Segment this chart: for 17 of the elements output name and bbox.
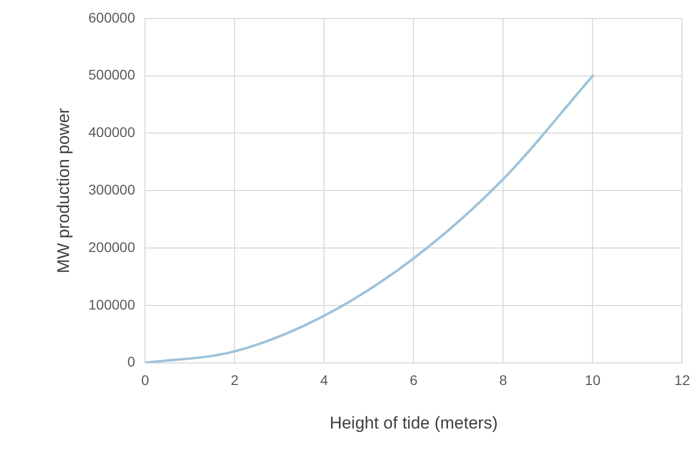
x-tick-label: 0 (141, 372, 150, 388)
y-tick-label: 200000 (88, 238, 136, 255)
x-tick-label: 4 (320, 372, 328, 388)
y-tick-label: 600000 (88, 9, 136, 26)
x-tick-label: 10 (584, 372, 601, 388)
line-series (145, 74, 594, 363)
y-tick-label: 100000 (88, 296, 136, 312)
x-tick-label: 6 (410, 372, 418, 388)
x-tick-label: 2 (230, 372, 239, 388)
x-tick-label: 12 (674, 372, 690, 388)
y-tick-label: 400000 (88, 124, 136, 140)
y-tick-label: 300000 (88, 181, 136, 198)
x-axis-title: Height of tide (meters) (330, 413, 498, 432)
y-axis-title: MW production power (54, 108, 73, 274)
y-tick-label: 0 (127, 354, 136, 370)
y-tick-label: 500000 (88, 66, 136, 83)
x-tick-label: 8 (499, 372, 508, 388)
